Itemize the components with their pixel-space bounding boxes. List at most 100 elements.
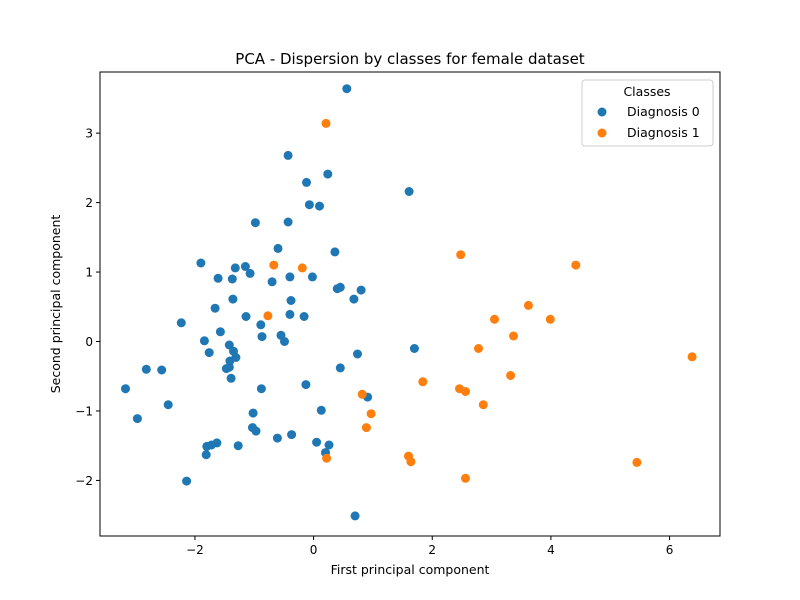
legend-label-diagnosis-1: Diagnosis 1 xyxy=(627,125,700,140)
data-point-diagnosis-0 xyxy=(250,218,260,228)
y-tick-label: −1 xyxy=(75,404,93,418)
legend-label-diagnosis-0: Diagnosis 0 xyxy=(627,104,700,119)
data-point-diagnosis-1 xyxy=(461,387,470,396)
data-point-diagnosis-1 xyxy=(474,344,483,353)
legend: Classes Diagnosis 0 Diagnosis 1 xyxy=(581,79,714,147)
data-point-diagnosis-0 xyxy=(226,373,236,383)
data-point-diagnosis-0 xyxy=(248,408,258,418)
data-point-diagnosis-0 xyxy=(224,362,234,372)
y-axis-label: Second principal component xyxy=(48,215,63,394)
data-point-diagnosis-0 xyxy=(280,337,289,346)
plot-area-frame xyxy=(99,71,721,537)
data-point-diagnosis-0 xyxy=(286,296,296,305)
data-point-diagnosis-0 xyxy=(330,247,340,257)
data-point-diagnosis-1 xyxy=(506,371,516,380)
data-point-diagnosis-0 xyxy=(404,187,414,196)
data-point-diagnosis-0 xyxy=(256,320,266,330)
x-tick-label: 4 xyxy=(547,543,555,557)
data-point-diagnosis-0 xyxy=(157,365,167,375)
data-point-diagnosis-1 xyxy=(509,331,518,341)
data-point-diagnosis-1 xyxy=(456,250,466,260)
legend-marker-diagnosis-1 xyxy=(597,128,607,138)
data-point-diagnosis-0 xyxy=(332,284,342,294)
data-point-diagnosis-0 xyxy=(315,201,324,211)
data-point-diagnosis-0 xyxy=(233,441,243,451)
data-point-diagnosis-0 xyxy=(324,440,334,450)
data-point-diagnosis-1 xyxy=(418,377,428,387)
data-point-diagnosis-0 xyxy=(213,273,223,283)
data-point-diagnosis-0 xyxy=(121,384,130,394)
data-point-diagnosis-0 xyxy=(287,430,297,440)
data-point-diagnosis-0 xyxy=(312,437,322,447)
legend-title: Classes xyxy=(623,84,670,99)
data-point-diagnosis-0 xyxy=(285,309,295,319)
data-point-diagnosis-0 xyxy=(283,150,293,160)
x-tick-label: −2 xyxy=(186,543,204,557)
data-point-diagnosis-1 xyxy=(269,260,279,270)
data-point-diagnosis-0 xyxy=(267,277,277,287)
data-point-diagnosis-0 xyxy=(301,380,311,390)
data-point-diagnosis-0 xyxy=(199,336,209,346)
x-tick-label: 6 xyxy=(666,543,674,557)
data-point-diagnosis-0 xyxy=(245,268,255,278)
y-tick-label: 1 xyxy=(85,266,93,280)
x-tick-label: 2 xyxy=(428,543,436,557)
data-point-diagnosis-0 xyxy=(316,405,326,415)
axis-ticks: −2 0 2 4 6 −2 −1 0 1 2 3 xyxy=(75,127,673,557)
data-point-diagnosis-0 xyxy=(230,263,240,273)
data-point-diagnosis-1 xyxy=(461,473,470,483)
data-point-diagnosis-1 xyxy=(357,389,367,399)
data-point-diagnosis-0 xyxy=(204,348,214,358)
data-point-diagnosis-0 xyxy=(273,243,283,253)
y-tick-label: 3 xyxy=(85,127,93,141)
data-point-diagnosis-1 xyxy=(406,457,416,467)
y-tick-label: −2 xyxy=(75,474,93,488)
data-point-diagnosis-0 xyxy=(228,294,238,304)
data-point-diagnosis-1 xyxy=(571,260,581,270)
data-point-diagnosis-1 xyxy=(297,263,307,273)
data-point-diagnosis-0 xyxy=(132,414,142,424)
data-point-diagnosis-0 xyxy=(409,344,419,353)
data-point-diagnosis-0 xyxy=(251,426,261,436)
data-point-diagnosis-0 xyxy=(285,272,295,282)
data-point-diagnosis-0 xyxy=(353,349,362,359)
data-point-diagnosis-0 xyxy=(302,177,311,187)
data-point-diagnosis-1 xyxy=(366,409,376,419)
data-point-diagnosis-0 xyxy=(182,476,192,486)
data-point-diagnosis-0 xyxy=(272,433,282,443)
data-point-diagnosis-0 xyxy=(163,400,173,410)
data-point-diagnosis-0 xyxy=(342,84,352,94)
legend-box xyxy=(581,79,714,147)
data-point-diagnosis-0 xyxy=(356,285,366,295)
data-point-diagnosis-0 xyxy=(257,332,267,342)
y-tick-label: 0 xyxy=(85,335,93,349)
y-tick-label: 2 xyxy=(85,196,93,210)
series-diagnosis-0 xyxy=(121,84,419,521)
chart-title: PCA - Dispersion by classes for female d… xyxy=(235,50,585,68)
legend-marker-diagnosis-0 xyxy=(597,107,607,117)
data-point-diagnosis-0 xyxy=(240,262,250,271)
data-point-diagnosis-0 xyxy=(215,327,225,337)
data-point-diagnosis-0 xyxy=(283,217,293,227)
data-point-diagnosis-0 xyxy=(210,303,220,313)
data-point-diagnosis-0 xyxy=(141,364,151,374)
data-points xyxy=(121,84,697,521)
data-point-diagnosis-0 xyxy=(241,312,251,321)
data-point-diagnosis-1 xyxy=(687,352,697,362)
data-point-diagnosis-0 xyxy=(335,363,345,373)
x-axis-label: First principal component xyxy=(331,562,490,577)
x-tick-label: 0 xyxy=(310,543,318,557)
data-point-diagnosis-0 xyxy=(350,511,360,521)
data-point-diagnosis-1 xyxy=(361,423,371,433)
data-point-diagnosis-0 xyxy=(176,318,186,328)
data-point-diagnosis-0 xyxy=(202,441,212,451)
data-point-diagnosis-0 xyxy=(256,384,266,394)
data-point-diagnosis-0 xyxy=(304,200,314,210)
data-point-diagnosis-0 xyxy=(299,312,309,321)
data-point-diagnosis-1 xyxy=(490,314,499,324)
data-point-diagnosis-1 xyxy=(478,400,488,410)
data-point-diagnosis-1 xyxy=(322,453,332,463)
data-point-diagnosis-1 xyxy=(632,457,642,467)
